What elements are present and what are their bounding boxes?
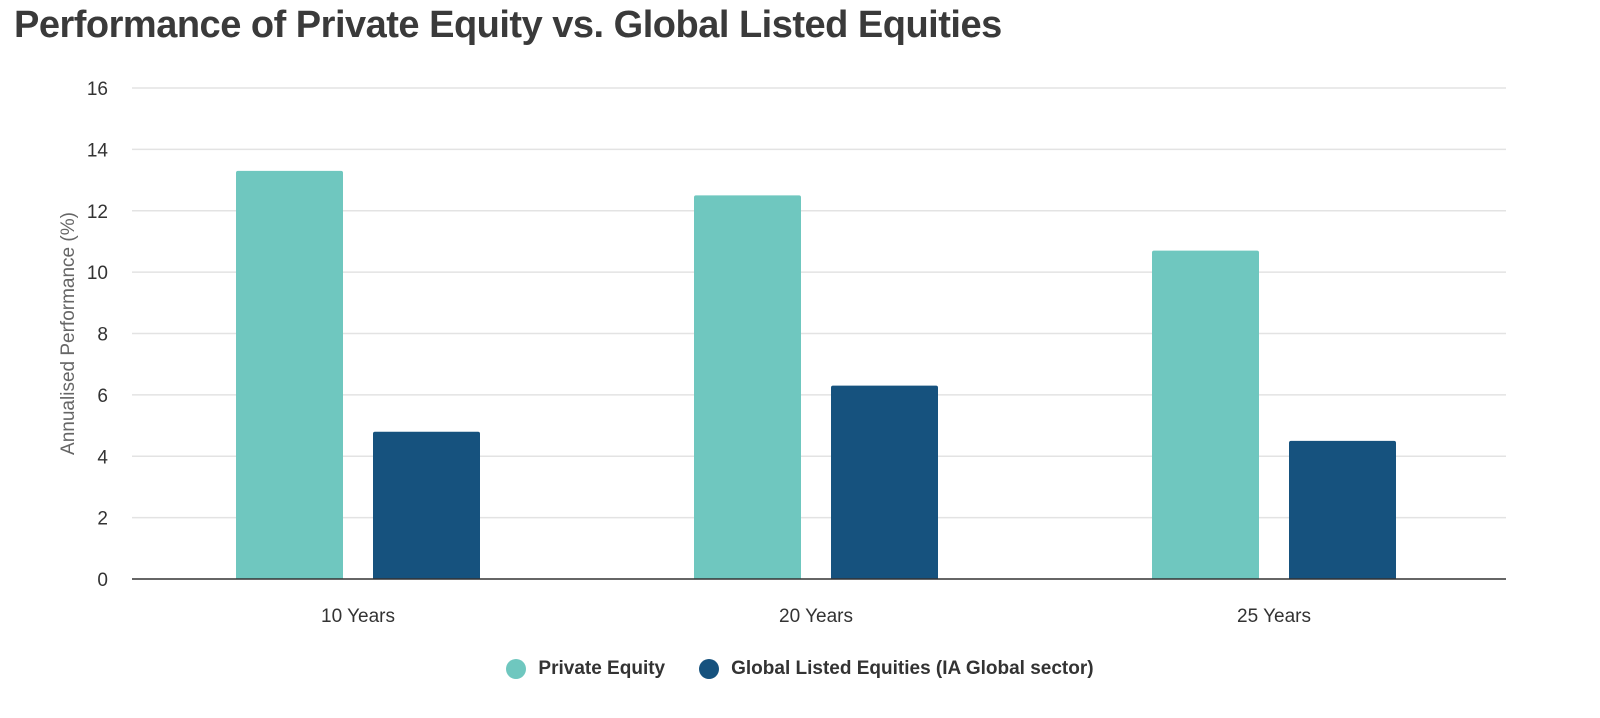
bar[interactable] bbox=[1289, 440, 1396, 579]
bars bbox=[236, 170, 1396, 580]
bar[interactable] bbox=[236, 170, 343, 579]
y-tick-label: 12 bbox=[87, 202, 108, 223]
y-tick-label: 0 bbox=[97, 570, 108, 591]
legend: Private Equity Global Listed Equities (I… bbox=[0, 658, 1600, 680]
bar[interactable] bbox=[831, 385, 938, 579]
x-tick-label: 10 Years bbox=[321, 606, 395, 627]
legend-label: Private Equity bbox=[538, 658, 666, 679]
chart-title: Performance of Private Equity vs. Global… bbox=[14, 4, 1002, 46]
gridlines bbox=[132, 87, 1506, 519]
y-tick-label: 16 bbox=[87, 79, 108, 100]
y-tick-label: 8 bbox=[97, 325, 108, 346]
y-tick-label: 6 bbox=[97, 386, 108, 407]
x-tick-label: 20 Years bbox=[779, 606, 853, 627]
x-axis-ticks: 10 Years 20 Years 25 Years bbox=[321, 606, 1311, 627]
y-tick-label: 4 bbox=[97, 447, 108, 468]
legend-item-private-equity[interactable]: Private Equity bbox=[506, 658, 665, 680]
legend-swatch-private-equity bbox=[506, 659, 527, 679]
bar[interactable] bbox=[694, 195, 801, 579]
y-axis-ticks: 0 2 4 6 8 10 12 14 16 bbox=[87, 79, 109, 591]
bar[interactable] bbox=[373, 431, 480, 579]
x-tick-label: 25 Years bbox=[1237, 606, 1311, 627]
legend-swatch-global-listed-equities bbox=[699, 659, 720, 679]
y-tick-label: 2 bbox=[97, 509, 108, 530]
legend-item-global-listed-equities[interactable]: Global Listed Equities (IA Global sector… bbox=[699, 658, 1094, 680]
y-tick-label: 10 bbox=[87, 263, 108, 284]
y-axis-label: Annualised Performance (%) bbox=[58, 212, 79, 455]
legend-label: Global Listed Equities (IA Global sector… bbox=[731, 658, 1094, 679]
bar[interactable] bbox=[1152, 250, 1259, 580]
y-tick-label: 14 bbox=[87, 140, 109, 161]
